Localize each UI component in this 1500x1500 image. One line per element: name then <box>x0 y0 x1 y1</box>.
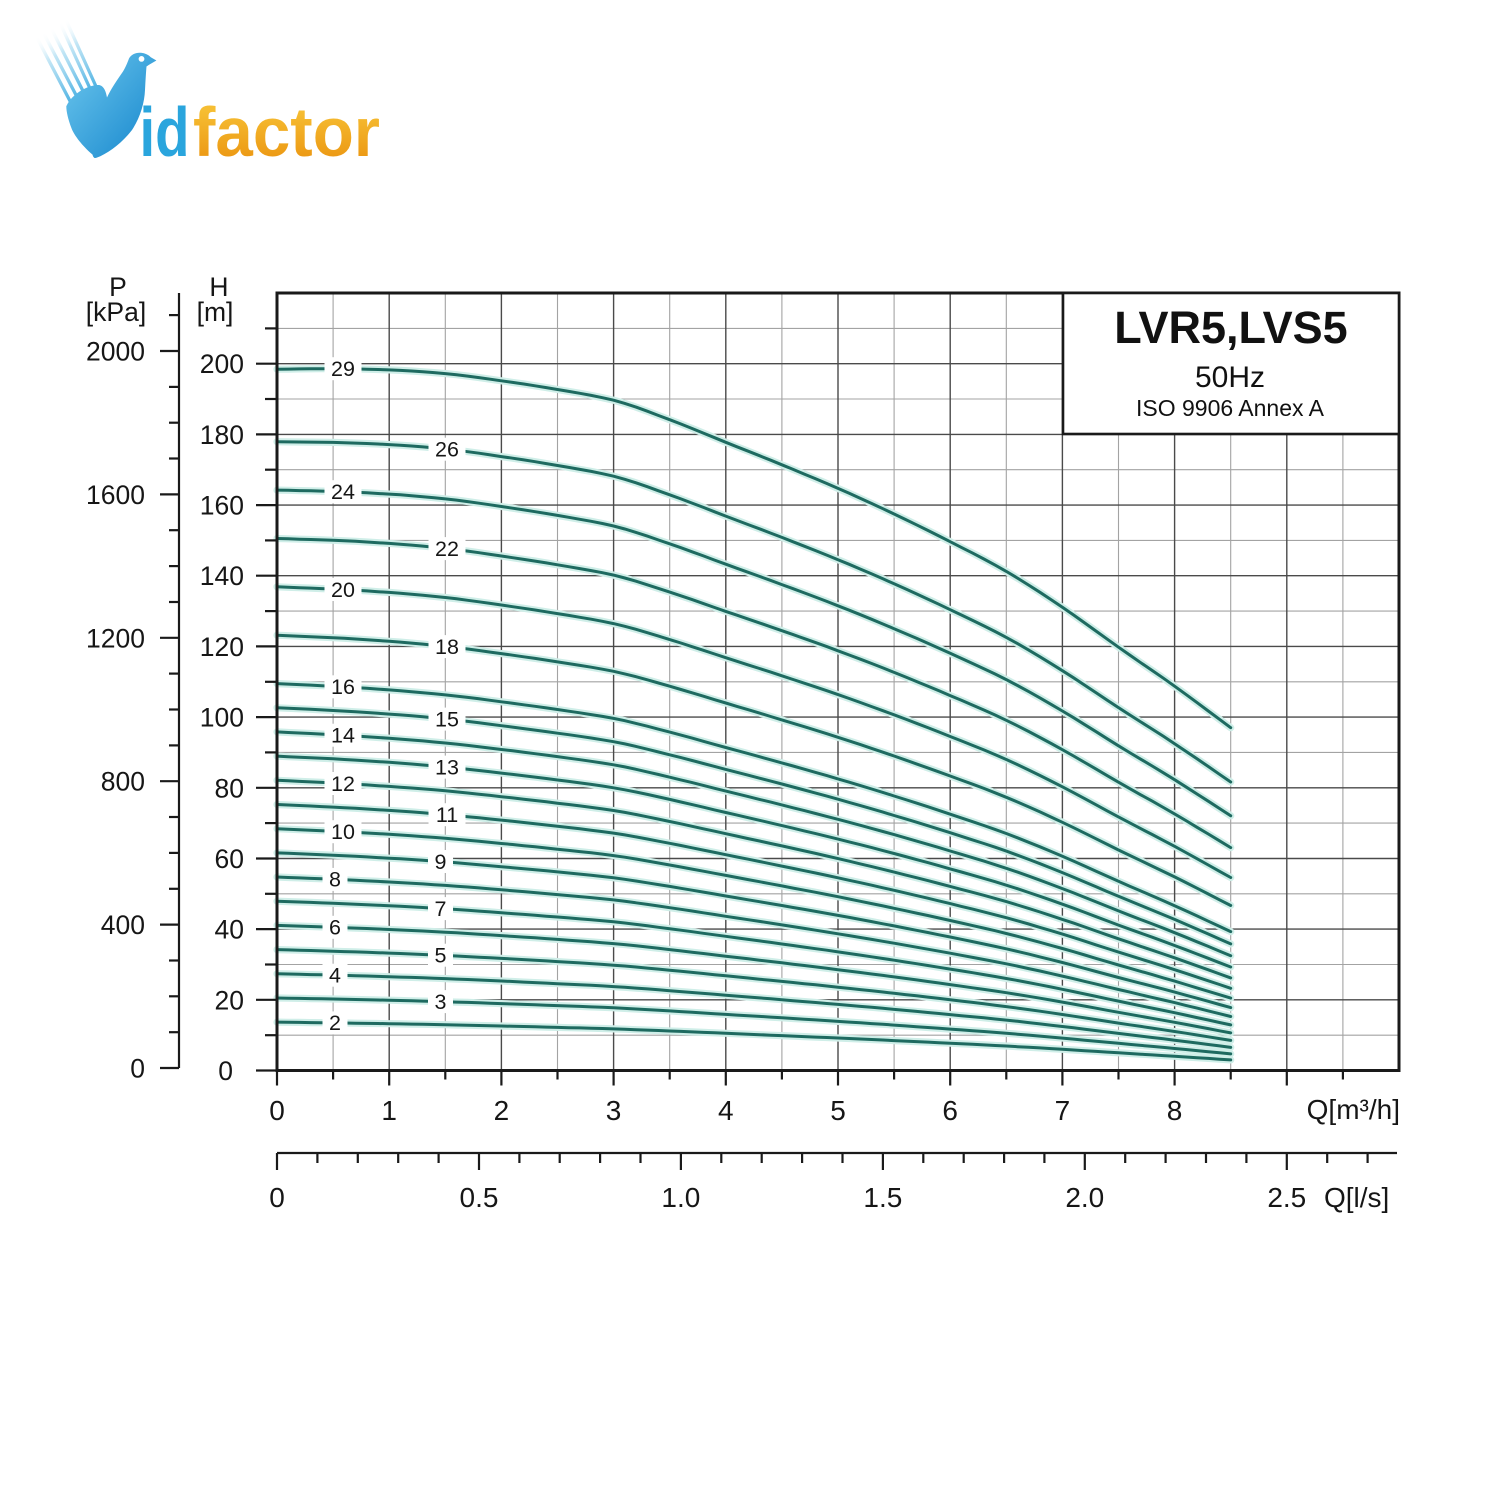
svg-text:7: 7 <box>1055 1095 1071 1126</box>
svg-text:15: 15 <box>435 707 459 731</box>
svg-text:22: 22 <box>435 537 459 561</box>
svg-text:100: 100 <box>200 703 244 733</box>
svg-text:factor: factor <box>193 93 380 171</box>
svg-text:18: 18 <box>435 635 459 659</box>
svg-text:400: 400 <box>101 910 145 940</box>
svg-text:P: P <box>109 272 127 302</box>
svg-text:1.5: 1.5 <box>863 1182 902 1213</box>
svg-text:7: 7 <box>435 897 447 921</box>
svg-text:50Hz: 50Hz <box>1195 361 1265 394</box>
svg-text:H: H <box>209 272 228 302</box>
svg-text:6: 6 <box>329 916 341 940</box>
svg-text:Q[l/s]: Q[l/s] <box>1324 1182 1389 1213</box>
svg-text:24: 24 <box>331 480 355 504</box>
svg-text:1.0: 1.0 <box>661 1182 700 1213</box>
svg-text:5: 5 <box>830 1095 846 1126</box>
svg-text:0: 0 <box>130 1054 145 1084</box>
svg-text:2.0: 2.0 <box>1065 1182 1104 1213</box>
svg-text:16: 16 <box>331 675 355 699</box>
svg-text:80: 80 <box>215 773 244 803</box>
svg-text:29: 29 <box>331 357 355 381</box>
svg-text:20: 20 <box>215 985 244 1015</box>
svg-text:2: 2 <box>329 1011 341 1035</box>
svg-text:[kPa]: [kPa] <box>86 297 146 327</box>
svg-text:40: 40 <box>215 915 244 945</box>
svg-text:ISO 9906 Annex A: ISO 9906 Annex A <box>1136 395 1325 421</box>
svg-text:1600: 1600 <box>86 480 145 510</box>
svg-text:[m]: [m] <box>197 297 234 327</box>
svg-text:1200: 1200 <box>86 623 145 653</box>
svg-text:8: 8 <box>329 868 341 892</box>
svg-text:id: id <box>140 93 190 171</box>
svg-text:Q[m³/h]: Q[m³/h] <box>1307 1094 1400 1125</box>
svg-text:2000: 2000 <box>86 337 145 367</box>
svg-text:160: 160 <box>200 491 244 521</box>
svg-text:800: 800 <box>101 767 145 797</box>
svg-text:0: 0 <box>218 1056 233 1086</box>
svg-text:9: 9 <box>435 850 447 874</box>
svg-text:11: 11 <box>436 803 458 827</box>
svg-text:180: 180 <box>200 420 244 450</box>
svg-text:3: 3 <box>606 1095 622 1126</box>
svg-text:140: 140 <box>200 561 244 591</box>
svg-text:200: 200 <box>200 349 244 379</box>
svg-text:13: 13 <box>435 755 459 779</box>
svg-text:6: 6 <box>942 1095 958 1126</box>
svg-text:0: 0 <box>269 1182 285 1213</box>
svg-text:5: 5 <box>435 944 447 968</box>
svg-text:26: 26 <box>435 438 459 462</box>
svg-text:1: 1 <box>381 1095 397 1126</box>
svg-text:3: 3 <box>435 990 447 1014</box>
svg-text:4: 4 <box>718 1095 734 1126</box>
svg-text:2.5: 2.5 <box>1267 1182 1306 1213</box>
svg-text:12: 12 <box>331 772 355 796</box>
svg-text:10: 10 <box>331 820 355 844</box>
svg-text:14: 14 <box>331 724 355 748</box>
svg-text:2: 2 <box>494 1095 510 1126</box>
svg-text:4: 4 <box>329 964 341 988</box>
svg-text:LVR5,LVS5: LVR5,LVS5 <box>1114 302 1347 353</box>
svg-text:120: 120 <box>200 632 244 662</box>
svg-text:0.5: 0.5 <box>460 1182 499 1213</box>
svg-text:20: 20 <box>331 578 355 602</box>
svg-text:0: 0 <box>269 1095 285 1126</box>
svg-text:8: 8 <box>1167 1095 1183 1126</box>
svg-text:60: 60 <box>215 844 244 874</box>
